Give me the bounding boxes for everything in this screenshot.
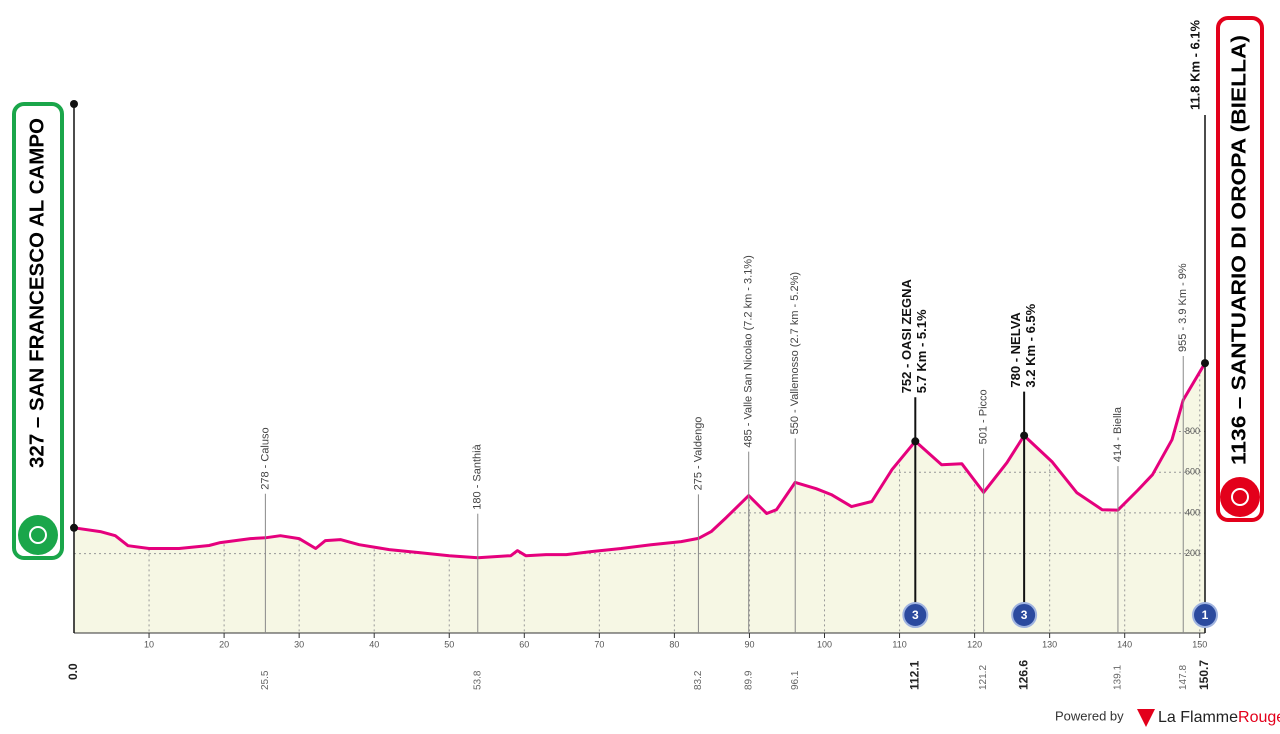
y-tick-label: 400 xyxy=(1185,507,1200,517)
brand-logo xyxy=(1137,709,1155,727)
marker-dot xyxy=(911,437,920,446)
x-tick-label: 30 xyxy=(294,639,304,649)
marker-km: 126.6 xyxy=(1016,660,1030,690)
x-tick-label: 50 xyxy=(444,639,454,649)
start-dot xyxy=(70,100,78,108)
finish-icon-wheel xyxy=(1231,488,1249,506)
finish-point xyxy=(1201,359,1209,368)
marker-km: 83.2 xyxy=(693,670,704,690)
marker-label: 180 - Santhià xyxy=(472,443,484,509)
y-tick-label: 800 xyxy=(1185,426,1200,436)
x-tick-label: 40 xyxy=(369,639,379,649)
brand-part: Rouge xyxy=(1238,709,1280,726)
profile-area xyxy=(74,363,1205,633)
marker-km: 25.5 xyxy=(260,670,271,690)
x-tick-label: 130 xyxy=(1042,639,1057,649)
x-tick-label: 90 xyxy=(744,639,754,649)
x-tick-label: 60 xyxy=(519,639,529,649)
marker-label: 501 - Picco xyxy=(978,389,990,444)
start-label: 327 – SAN FRANCESCO AL CAMPO xyxy=(26,118,48,468)
start-icon-wheel xyxy=(29,526,47,544)
finish-climb: 11.8 Km - 6.1% xyxy=(1187,20,1202,110)
x-tick-label: 140 xyxy=(1117,639,1132,649)
marker-km: 53.8 xyxy=(472,670,483,690)
marker-km: 96.1 xyxy=(790,670,801,690)
finish-box xyxy=(1216,16,1264,522)
marker-label: 485 - Valle San Nicolao (7.2 km - 3.1%) xyxy=(743,255,755,447)
x-tick-label: 150 xyxy=(1192,639,1207,649)
x-tick-label: 100 xyxy=(817,639,832,649)
marker-dot xyxy=(1020,431,1029,440)
finish-icon xyxy=(1220,477,1260,517)
marker-label: 780 - NELVA xyxy=(1008,312,1023,388)
marker-label: 3.2 Km - 6.5% xyxy=(1023,303,1038,387)
finish-km: 150.7 xyxy=(1197,660,1211,690)
x-tick-label: 20 xyxy=(219,639,229,649)
x-tick-label: 120 xyxy=(967,639,982,649)
start-icon xyxy=(18,515,58,555)
brand-part: La Flamme xyxy=(1158,709,1238,726)
finish-badge-label: 1 xyxy=(1202,608,1209,622)
marker-km: 89.9 xyxy=(743,670,754,690)
marker-label: 955 - 3.9 Km - 9% xyxy=(1177,263,1189,352)
y-tick-label: 600 xyxy=(1185,467,1200,477)
climb-badge xyxy=(1011,602,1038,628)
marker-km: 147.8 xyxy=(1178,665,1189,690)
marker-label: 278 - Caluso xyxy=(259,427,271,489)
climb-badge-label: 3 xyxy=(912,608,919,622)
finish-badge xyxy=(1192,602,1218,628)
start-box xyxy=(12,102,64,560)
marker-label: 550 - Vallemosso (2.7 km - 5.2%) xyxy=(789,272,801,434)
marker-label: 275 - Valdengo xyxy=(692,417,704,491)
climb-badge xyxy=(902,602,929,628)
marker-label: 752 - OASI ZEGNA xyxy=(899,279,914,394)
marker-km: 112.1 xyxy=(907,660,921,690)
x-tick-label: 80 xyxy=(669,639,679,649)
marker-label: 5.7 Km - 5.1% xyxy=(914,309,929,393)
start-point xyxy=(70,523,78,532)
brand: La FlammeRouge xyxy=(1158,709,1280,726)
climb-badge-label: 3 xyxy=(1021,608,1028,622)
x-tick-label: 70 xyxy=(594,639,604,649)
x-tick-label: 10 xyxy=(144,639,154,649)
start-km: 0.0 xyxy=(66,663,80,680)
y-tick-label: 200 xyxy=(1185,548,1200,558)
marker-km: 121.2 xyxy=(978,665,989,690)
x-tick-label: 110 xyxy=(892,639,906,649)
powered-by: Powered by xyxy=(1055,708,1124,723)
profile-line xyxy=(73,362,1207,560)
marker-label: 414 - Biella xyxy=(1112,406,1124,462)
marker-km: 139.1 xyxy=(1113,665,1124,690)
finish-label: 1136 – SANTUARIO DI OROPA (BIELLA) xyxy=(1228,35,1250,465)
